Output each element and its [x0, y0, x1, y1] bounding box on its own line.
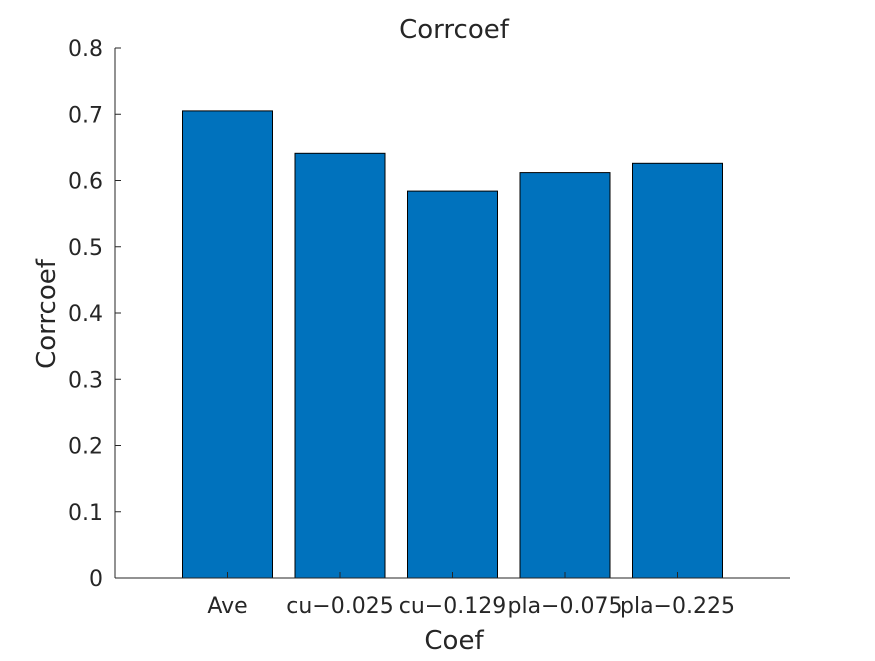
y-tick-label: 0.7: [68, 103, 103, 128]
y-tick-label: 0.2: [68, 435, 103, 460]
y-tick-label: 0.3: [68, 368, 103, 393]
y-tick-label: 0.6: [68, 170, 103, 195]
x-tick-label: pla−0.075: [508, 594, 623, 619]
x-tick-label: cu−0.025: [286, 594, 393, 619]
x-tick-label: cu−0.129: [399, 594, 506, 619]
bar-cu-0.129: [407, 190, 498, 579]
y-tick-label: 0.8: [68, 37, 103, 62]
y-tick-label: 0.5: [68, 236, 103, 261]
y-tick-label: 0: [89, 567, 103, 592]
y-tick-label: 0.4: [68, 302, 103, 327]
bar-pla-0.225: [632, 162, 723, 579]
bars-layer: [182, 110, 723, 579]
y-axis-label: Corrcoef: [32, 258, 62, 369]
bar-pla-0.075: [519, 172, 611, 579]
bar-Ave: [182, 110, 273, 579]
y-ticks: 0 0.1 0.2 0.3 0.4 0.5 0.6 0.7 0.8: [68, 37, 121, 592]
x-tick-label: pla−0.225: [620, 594, 735, 619]
chart-title: Corrcoef: [399, 15, 510, 45]
x-tick-label: Ave: [207, 594, 247, 619]
x-axis-label: Coef: [424, 626, 484, 656]
bar-cu-0.025: [294, 152, 386, 579]
y-tick-label: 0.1: [68, 501, 103, 526]
